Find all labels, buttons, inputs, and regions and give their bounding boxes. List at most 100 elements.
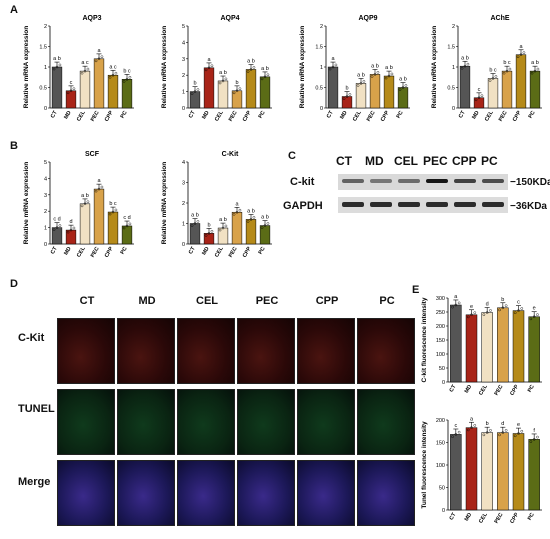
data-point [252,66,256,69]
data-point [128,75,132,79]
significance-letter: a b [261,66,269,72]
data-point [249,218,253,221]
data-point [52,228,56,231]
y-tick-label: 1.5 [39,45,47,51]
y-tick-label: 0 [452,106,455,112]
y-tick-label: 1 [182,90,185,96]
x-tick-label: MD [201,246,210,256]
y-tick-label: 100 [436,463,445,469]
significance-letter: a b [191,213,199,219]
data-point [80,71,84,75]
data-point [387,74,391,78]
y-tick-label: 5 [44,160,47,166]
y-tick-label: 3 [182,57,185,63]
data-point [260,77,264,81]
x-tick-label: PEC [228,110,239,123]
kda-label-150: −150KDa [510,177,550,188]
data-point [504,429,508,432]
bar [231,90,243,109]
data-point [125,224,129,228]
x-tick-label: CPP [512,110,523,123]
y-axis-label: Tunel fluorescence intensity [421,421,428,509]
y-tick-label: 1 [320,65,323,71]
y-axis-label: C-kit fluorescence intensity [421,297,428,382]
data-point [482,433,486,437]
data-point [473,424,477,427]
bar [79,203,91,245]
micro-column-label: CT [79,295,95,307]
data-point [100,55,104,59]
y-axis-label: Relative mRNA expression [431,26,438,109]
data-point [536,435,539,439]
bar [245,69,257,109]
data-point [470,313,473,317]
blot-band-gapdh [370,202,392,207]
bar [51,66,63,109]
y-tick-label: 2 [320,24,323,30]
data-point [111,73,115,77]
significance-letter: a b [219,70,227,76]
bar [107,74,119,109]
significance-letter: a [470,416,474,422]
data-point [454,433,458,436]
x-tick-label: CT [188,245,197,255]
data-point [266,73,270,77]
micrograph-merge [177,460,235,526]
data-point [470,426,473,429]
blot-row-label-ckit: C-kit [290,176,315,188]
data-point [196,88,200,91]
blot-strip-ckit [338,174,508,190]
micro-row-label-tunel: TUNEL [18,403,55,415]
data-point [532,438,536,441]
significance-letter: c [70,80,73,86]
bar [107,211,119,245]
bar [515,54,527,109]
significance-letter: b [345,86,348,92]
y-tick-label: 50 [439,366,445,372]
y-tick-label: 200 [436,418,445,424]
data-point [498,308,501,312]
data-point [466,62,470,66]
x-tick-label: CPP [242,246,253,259]
data-point [224,224,228,228]
bar [512,310,525,383]
blot-band-ckit [426,179,448,183]
micro-row-label-ckit: C-Kit [18,332,45,344]
x-tick-label: PC [527,384,536,394]
bar [327,66,339,109]
data-point [494,75,498,78]
data-point [520,307,524,310]
y-tick-label: 0 [44,242,47,248]
bar [465,427,478,511]
data-point [498,433,501,437]
data-point [328,67,332,71]
blot-lane-label: PC [481,154,498,168]
data-point [97,57,101,61]
x-tick-label: CEL [352,109,363,122]
significance-letter: a [519,44,523,50]
x-tick-label: CT [458,109,467,119]
significance-letter: a b [357,72,365,78]
significance-letter: c d [123,215,130,221]
bar [450,304,462,383]
x-tick-label: PC [120,110,129,120]
data-point [122,226,126,230]
ckit-fluorescence-chart: C-kit fluorescence intensity 0 50 100 150 200… [421,294,542,397]
y-tick-label: 250 [436,310,445,316]
data-point [246,70,250,73]
significance-letter: b [501,297,504,303]
data-point [516,55,520,59]
data-point [489,429,492,432]
data-point [86,67,90,71]
blot-band-ckit [454,179,476,183]
x-tick-label: CEL [76,109,87,122]
significance-letter: c [517,300,520,306]
significance-letter: b c [109,201,117,207]
x-tick-label: PEC [494,384,505,397]
chart-title: AChE [490,15,509,22]
data-point [80,204,84,208]
data-point [58,63,62,67]
y-tick-label: 0.5 [315,86,323,92]
bar [259,225,271,245]
y-tick-label: 1 [182,222,185,228]
